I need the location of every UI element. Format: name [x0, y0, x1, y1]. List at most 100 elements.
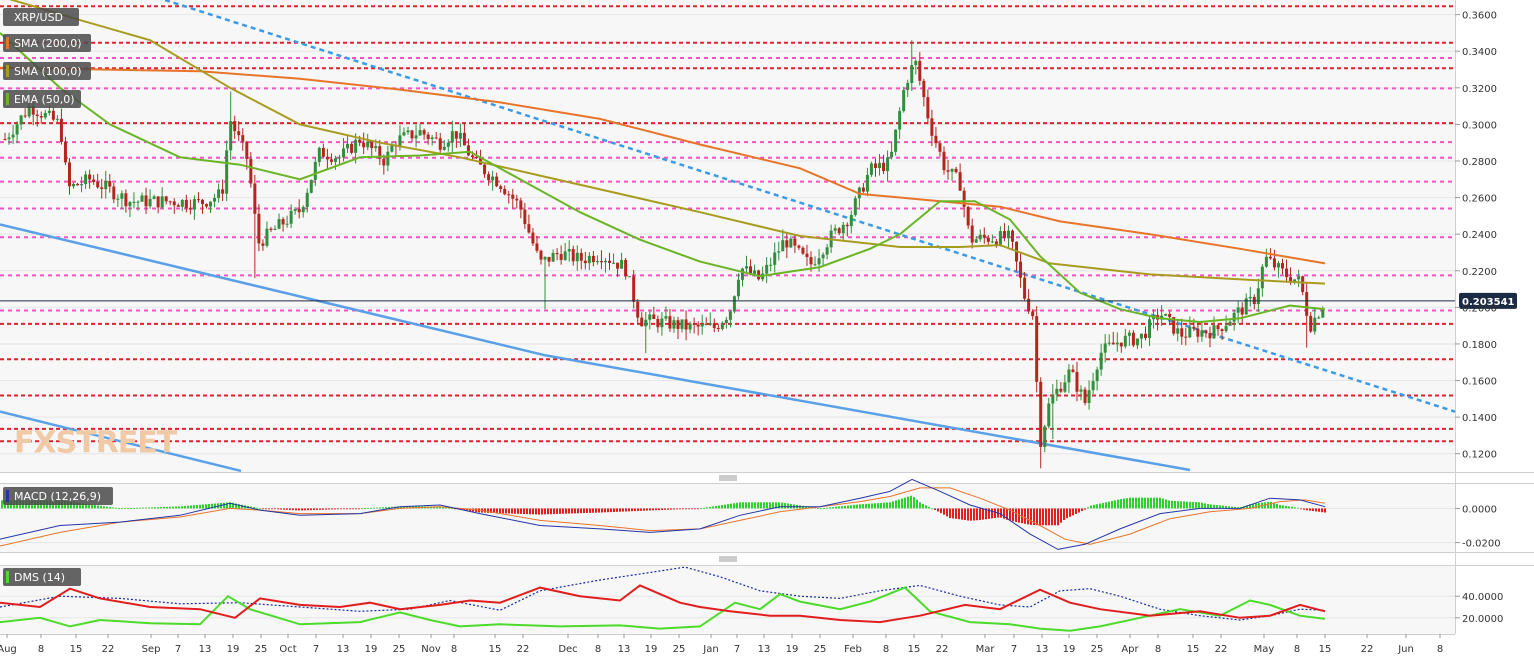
candle-body — [217, 189, 221, 198]
histogram-bar — [1195, 502, 1197, 509]
legend-badge-sma-1[interactable]: SMA (100,0) — [3, 62, 91, 80]
histogram-bar — [1156, 497, 1158, 509]
histogram-bar — [562, 508, 564, 514]
histogram-bar — [289, 508, 291, 510]
histogram-bar — [934, 508, 936, 510]
x-tick-label: 15 — [1319, 644, 1332, 655]
candle-body — [531, 232, 535, 244]
histogram-bar — [1303, 508, 1305, 510]
legend-badge-sma-0[interactable]: SMA (200,0) — [3, 34, 91, 52]
histogram-bar — [82, 503, 84, 509]
candle-body — [797, 245, 801, 248]
legend-badge-ema-2[interactable]: EMA (50,0) — [3, 90, 81, 108]
candle-body — [19, 115, 23, 125]
candle-body — [1071, 369, 1075, 372]
histogram-bar — [1249, 504, 1251, 509]
candle-body — [1309, 315, 1313, 332]
trend-channel-line — [0, 410, 242, 473]
candle-body — [680, 319, 684, 329]
histogram-bar — [784, 503, 786, 509]
candle-body — [547, 256, 551, 262]
trend-channel-line — [0, 223, 546, 357]
candle-body — [1027, 298, 1031, 312]
candle-body — [579, 252, 583, 261]
candle-body — [293, 209, 297, 211]
candle-body — [833, 228, 837, 231]
candle-body — [845, 224, 849, 227]
histogram-bar — [205, 504, 207, 509]
candle-body — [374, 146, 378, 149]
histogram-bar — [157, 507, 159, 509]
histogram-bar — [88, 504, 90, 509]
candle-body — [982, 234, 986, 238]
histogram-bar — [184, 505, 186, 509]
histogram-bar — [232, 502, 234, 509]
x-tick-label: 13 — [758, 644, 771, 655]
candle-body — [1139, 333, 1143, 339]
candle-body — [144, 195, 148, 207]
sma-200-line — [0, 66, 1326, 265]
candle-body — [878, 162, 882, 168]
histogram-bar — [1054, 508, 1056, 526]
candle-body — [249, 159, 253, 184]
histogram-bar — [1297, 507, 1299, 509]
histogram-bar — [646, 508, 648, 511]
legend-badge-xrpusd[interactable]: XRP/USD — [3, 8, 79, 26]
x-tick-label: 7 — [175, 644, 181, 655]
y-tick-label: 0.2400 — [1462, 230, 1497, 241]
histogram-bar — [100, 505, 102, 509]
candle-body — [515, 198, 519, 201]
histogram-bar — [904, 497, 906, 509]
candle-body — [632, 276, 636, 302]
legend-badge-dms[interactable]: DMS (14) — [3, 568, 81, 586]
histogram-bar — [913, 497, 915, 509]
candle-body — [39, 116, 43, 118]
y-tick-label: 0.2800 — [1462, 157, 1497, 168]
histogram-bar — [853, 504, 855, 509]
candle-body — [184, 199, 188, 208]
histogram-bar — [1051, 508, 1053, 526]
histogram-bar — [1285, 505, 1287, 509]
candle-body — [918, 60, 922, 81]
histogram-bar — [316, 508, 318, 510]
histogram-bar — [94, 505, 96, 509]
candle-body — [914, 60, 918, 66]
x-tick-label: 13 — [337, 644, 350, 655]
legend-badge-label: DMS (14) — [14, 571, 65, 584]
candle-body — [728, 311, 732, 320]
candle-body — [640, 317, 644, 327]
candle-body — [1276, 263, 1280, 268]
histogram-bar — [499, 508, 501, 514]
candle-body — [704, 323, 708, 325]
candle-body — [172, 201, 176, 206]
candle-body — [1297, 276, 1301, 280]
histogram-bar — [979, 508, 981, 521]
x-tick-label: 22 — [1361, 644, 1374, 655]
candle-body — [1123, 335, 1127, 347]
histogram-bar — [1042, 508, 1044, 526]
histogram-bar — [1114, 500, 1116, 509]
candle-body — [1127, 332, 1131, 336]
candle-body — [1119, 342, 1123, 347]
candle-body — [1047, 403, 1051, 427]
candle-body — [229, 121, 233, 151]
candle-body — [543, 256, 547, 260]
legend-color-swatch — [6, 571, 9, 583]
histogram-bar — [553, 508, 555, 515]
histogram-bar — [556, 508, 558, 515]
x-tick-label: 19 — [1063, 644, 1076, 655]
histogram-bar — [1267, 501, 1269, 509]
histogram-bar — [760, 502, 762, 509]
candle-body — [136, 201, 140, 203]
y-tick-label: 0.1600 — [1462, 377, 1497, 388]
histogram-bar — [73, 502, 75, 509]
histogram-bar — [694, 508, 696, 510]
histogram-bar — [601, 508, 603, 513]
x-tick-label: Nov — [421, 644, 441, 655]
candle-body — [1135, 338, 1139, 346]
histogram-bar — [1003, 508, 1005, 519]
candle-body — [1043, 426, 1047, 447]
legend-badge-macd[interactable]: MACD (12,26,9) — [3, 487, 113, 505]
candle-body — [1019, 261, 1023, 278]
